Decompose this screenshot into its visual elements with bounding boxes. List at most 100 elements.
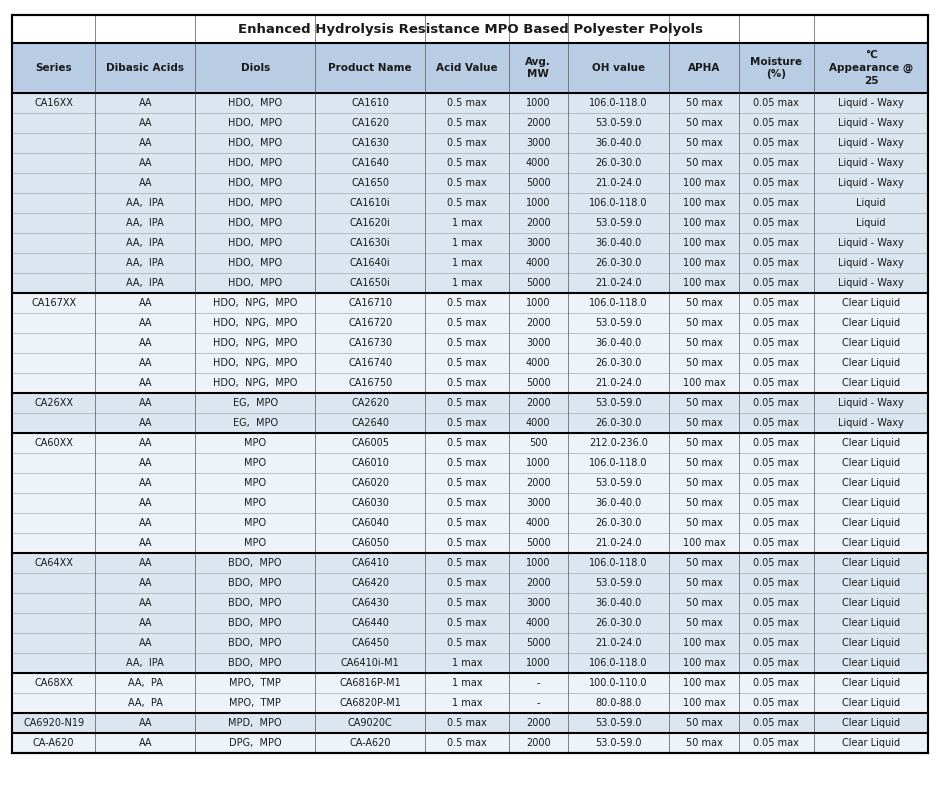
Text: Clear Liquid: Clear Liquid (842, 338, 901, 348)
Text: Clear Liquid: Clear Liquid (842, 598, 901, 608)
Text: 5000: 5000 (525, 638, 551, 648)
Text: 50 max: 50 max (685, 98, 723, 108)
Text: 36.0-40.0: 36.0-40.0 (595, 598, 642, 608)
Bar (12, 353, 928, 373)
Text: Clear Liquid: Clear Liquid (842, 738, 901, 748)
Text: CA6820P-M1: CA6820P-M1 (339, 698, 401, 708)
Text: Liquid - Waxy: Liquid - Waxy (838, 278, 904, 288)
Text: MPO: MPO (244, 458, 266, 468)
Bar (12, 393, 928, 413)
Bar (12, 133, 928, 153)
Bar (12, 373, 928, 393)
Text: MPD,  MPO: MPD, MPO (228, 718, 282, 728)
Text: 0.05 max: 0.05 max (754, 338, 799, 348)
Text: HDO,  MPO: HDO, MPO (228, 278, 282, 288)
Text: CA6440: CA6440 (352, 618, 389, 628)
Text: BDO,  MPO: BDO, MPO (228, 558, 282, 568)
Text: CA6010: CA6010 (352, 458, 389, 468)
Text: 3000: 3000 (526, 138, 551, 148)
Text: Liquid - Waxy: Liquid - Waxy (838, 98, 904, 108)
Text: 36.0-40.0: 36.0-40.0 (595, 238, 642, 248)
Text: CA6816P-M1: CA6816P-M1 (339, 678, 401, 688)
Text: 4000: 4000 (526, 418, 551, 428)
Text: 3000: 3000 (526, 238, 551, 248)
Text: 0.05 max: 0.05 max (754, 418, 799, 428)
Text: Liquid - Waxy: Liquid - Waxy (838, 138, 904, 148)
Text: 4000: 4000 (526, 618, 551, 628)
Text: 21.0-24.0: 21.0-24.0 (595, 278, 642, 288)
Text: BDO,  MPO: BDO, MPO (228, 598, 282, 608)
Text: BDO,  MPO: BDO, MPO (228, 638, 282, 648)
Text: HDO,  MPO: HDO, MPO (228, 218, 282, 228)
Text: 2000: 2000 (525, 318, 551, 328)
Text: AA: AA (138, 498, 152, 508)
Text: MPO: MPO (244, 478, 266, 488)
Text: 106.0-118.0: 106.0-118.0 (589, 198, 648, 208)
Text: 26.0-30.0: 26.0-30.0 (595, 358, 642, 368)
Text: 0.05 max: 0.05 max (754, 278, 799, 288)
Text: 21.0-24.0: 21.0-24.0 (595, 638, 642, 648)
Text: 0.5 max: 0.5 max (447, 578, 487, 588)
Text: 5000: 5000 (525, 538, 551, 548)
Text: AA: AA (138, 438, 152, 448)
Text: 21.0-24.0: 21.0-24.0 (595, 178, 642, 188)
Text: HDO,  MPO: HDO, MPO (228, 198, 282, 208)
Bar (12, 333, 928, 353)
Text: CA1630i: CA1630i (350, 238, 391, 248)
Text: 0.5 max: 0.5 max (447, 638, 487, 648)
Text: AA,  IPA: AA, IPA (127, 278, 164, 288)
Text: 0.05 max: 0.05 max (754, 378, 799, 388)
Text: 0.5 max: 0.5 max (447, 138, 487, 148)
Text: AA: AA (138, 598, 152, 608)
Bar (12, 153, 928, 173)
Text: CA6020: CA6020 (352, 478, 389, 488)
Bar (12, 453, 928, 473)
Text: 50 max: 50 max (685, 298, 723, 308)
Text: HDO,  NPG,  MPO: HDO, NPG, MPO (213, 378, 297, 388)
Bar (12, 713, 928, 733)
Text: Enhanced Hydrolysis Resistance MPO Based Polyester Polyols: Enhanced Hydrolysis Resistance MPO Based… (238, 23, 702, 35)
Text: 1 max: 1 max (452, 218, 482, 228)
Text: 1 max: 1 max (452, 258, 482, 268)
Text: 106.0-118.0: 106.0-118.0 (589, 98, 648, 108)
Text: 0.05 max: 0.05 max (754, 478, 799, 488)
Text: 0.05 max: 0.05 max (754, 458, 799, 468)
Text: 0.5 max: 0.5 max (447, 718, 487, 728)
Text: AA: AA (138, 398, 152, 408)
Bar (12, 433, 928, 453)
Text: CA6030: CA6030 (352, 498, 389, 508)
Text: 1 max: 1 max (452, 698, 482, 708)
Text: AA: AA (138, 478, 152, 488)
Text: AA: AA (138, 98, 152, 108)
Text: AA: AA (138, 298, 152, 308)
Text: 100 max: 100 max (682, 218, 726, 228)
Text: CA16710: CA16710 (348, 298, 392, 308)
Text: 4000: 4000 (526, 358, 551, 368)
Text: HDO,  NPG,  MPO: HDO, NPG, MPO (213, 298, 297, 308)
Text: 0.5 max: 0.5 max (447, 118, 487, 128)
Text: HDO,  NPG,  MPO: HDO, NPG, MPO (213, 338, 297, 348)
Text: 100.0-110.0: 100.0-110.0 (589, 678, 648, 688)
Text: AA: AA (138, 638, 152, 648)
Text: OH value: OH value (592, 63, 645, 73)
Text: 0.5 max: 0.5 max (447, 538, 487, 548)
Text: Clear Liquid: Clear Liquid (842, 678, 901, 688)
Text: CA1610: CA1610 (352, 98, 389, 108)
Text: CA1650: CA1650 (352, 178, 389, 188)
Text: 0.5 max: 0.5 max (447, 318, 487, 328)
Text: 0.5 max: 0.5 max (447, 618, 487, 628)
Text: AA: AA (138, 738, 152, 748)
Text: 100 max: 100 max (682, 698, 726, 708)
Text: 2000: 2000 (525, 118, 551, 128)
Text: AA,  PA: AA, PA (128, 678, 163, 688)
Text: CA1640i: CA1640i (350, 258, 391, 268)
Text: 53.0-59.0: 53.0-59.0 (595, 398, 642, 408)
Text: 53.0-59.0: 53.0-59.0 (595, 118, 642, 128)
Text: 26.0-30.0: 26.0-30.0 (595, 258, 642, 268)
Text: Liquid - Waxy: Liquid - Waxy (838, 158, 904, 168)
Text: 26.0-30.0: 26.0-30.0 (595, 158, 642, 168)
Text: 53.0-59.0: 53.0-59.0 (595, 578, 642, 588)
Text: AA: AA (138, 138, 152, 148)
Text: -: - (537, 698, 540, 708)
Bar (12, 253, 928, 273)
